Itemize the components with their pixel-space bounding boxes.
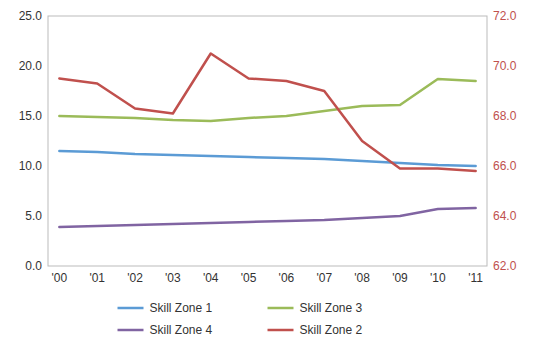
y2-tick-label: 66.0 <box>493 159 517 173</box>
series-line <box>59 208 475 227</box>
x-tick-label: '11 <box>468 271 483 285</box>
y-tick-label: 10.0 <box>19 159 43 173</box>
y2-tick-label: 72.0 <box>493 9 517 23</box>
x-tick-label: '07 <box>316 271 332 285</box>
x-tick-label: '00 <box>52 271 68 285</box>
x-tick-label: '01 <box>89 271 105 285</box>
legend-label: Skill Zone 4 <box>150 323 213 337</box>
legend-swatch <box>118 307 144 310</box>
x-tick-label: '04 <box>203 271 219 285</box>
y2-tick-label: 68.0 <box>493 109 517 123</box>
legend-swatch <box>118 329 144 332</box>
series-line <box>59 151 475 166</box>
x-tick-label: '03 <box>165 271 181 285</box>
x-tick-label: '05 <box>241 271 257 285</box>
x-tick-label: '09 <box>392 271 408 285</box>
series-group <box>59 54 475 228</box>
legend-swatch <box>268 329 294 332</box>
x-tick-label: '10 <box>430 271 446 285</box>
legend-label: Skill Zone 3 <box>300 301 363 315</box>
chart: '00 '01 '02 '03 '04 '05 '06 '07 '08 '09 '10 '11 0.0 5… <box>0 0 535 358</box>
y2-tick-label: 62.0 <box>493 259 517 273</box>
y2-tick-label: 70.0 <box>493 59 517 73</box>
y-tick-label: 0.0 <box>25 259 42 273</box>
y-tick-label: 25.0 <box>19 9 43 23</box>
y-tick-label: 20.0 <box>19 59 43 73</box>
x-tick-label: '02 <box>127 271 143 285</box>
x-tick-label: '06 <box>279 271 295 285</box>
legend-label: Skill Zone 1 <box>150 301 213 315</box>
y-tick-label: 5.0 <box>25 209 42 223</box>
legend-label: Skill Zone 2 <box>300 323 363 337</box>
y2-tick-label: 64.0 <box>493 209 517 223</box>
series-line <box>59 54 475 172</box>
plot-frame <box>48 16 487 266</box>
y-tick-label: 15.0 <box>19 109 43 123</box>
legend-swatch <box>268 307 294 310</box>
x-tick-label: '08 <box>354 271 370 285</box>
legend: Skill Zone 1 Skill Zone 3 Skill Zone 4 Skil… <box>118 301 363 337</box>
